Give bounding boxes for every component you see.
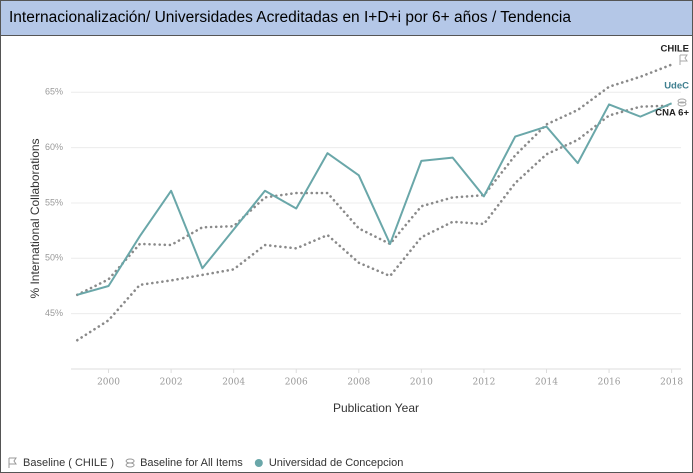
y-tick-label: 60% (45, 142, 63, 152)
x-tick-label: 2000 (97, 378, 120, 388)
y-tick-label: 50% (45, 253, 63, 263)
end-label: UdeC (664, 81, 689, 92)
x-tick-label: 2018 (660, 378, 683, 388)
x-tick-label: 2012 (472, 378, 495, 388)
legend-icon (125, 462, 135, 468)
chart: 45% 50% 55% 60% 65% 2000 2002 2004 2006 2008 2010 2… (8, 44, 690, 469)
chart-title: Internacionalización/ Universidades Acre… (9, 9, 571, 26)
x-tick-label: 2004 (222, 378, 245, 388)
x-axis-label: Publication Year (333, 401, 419, 415)
series-line (76, 102, 673, 296)
legend-label: Baseline ( CHILE ) (23, 457, 114, 469)
x-tick-label: 2002 (160, 378, 183, 388)
header: Internacionalización/ Universidades Acre… (1, 1, 692, 36)
y-axis-label: % International Collaborations (28, 138, 42, 298)
x-tick-label: 2016 (598, 378, 621, 388)
legend-label: Baseline for All Items (140, 457, 243, 469)
y-tick-label: 45% (45, 308, 63, 318)
stack-icon (677, 98, 687, 104)
legend-icon (254, 459, 263, 467)
end-label: CNA 6+ (655, 108, 689, 119)
legend-label: Universidad de Concepcion (269, 457, 404, 469)
x-tick-label: 2008 (347, 378, 370, 388)
end-label: CHILE (661, 44, 690, 55)
legend-icon (8, 457, 17, 468)
x-tick-label: 2006 (285, 378, 308, 388)
legend-icon (125, 458, 135, 464)
stack-icon (677, 101, 687, 107)
series-line (75, 104, 673, 342)
y-tick-label: 65% (45, 87, 63, 97)
x-tick-label: 2010 (410, 378, 433, 388)
flag-icon (679, 54, 688, 65)
y-tick-label: 55% (45, 197, 63, 207)
series-line (75, 63, 673, 297)
x-tick-label: 2014 (535, 378, 558, 388)
